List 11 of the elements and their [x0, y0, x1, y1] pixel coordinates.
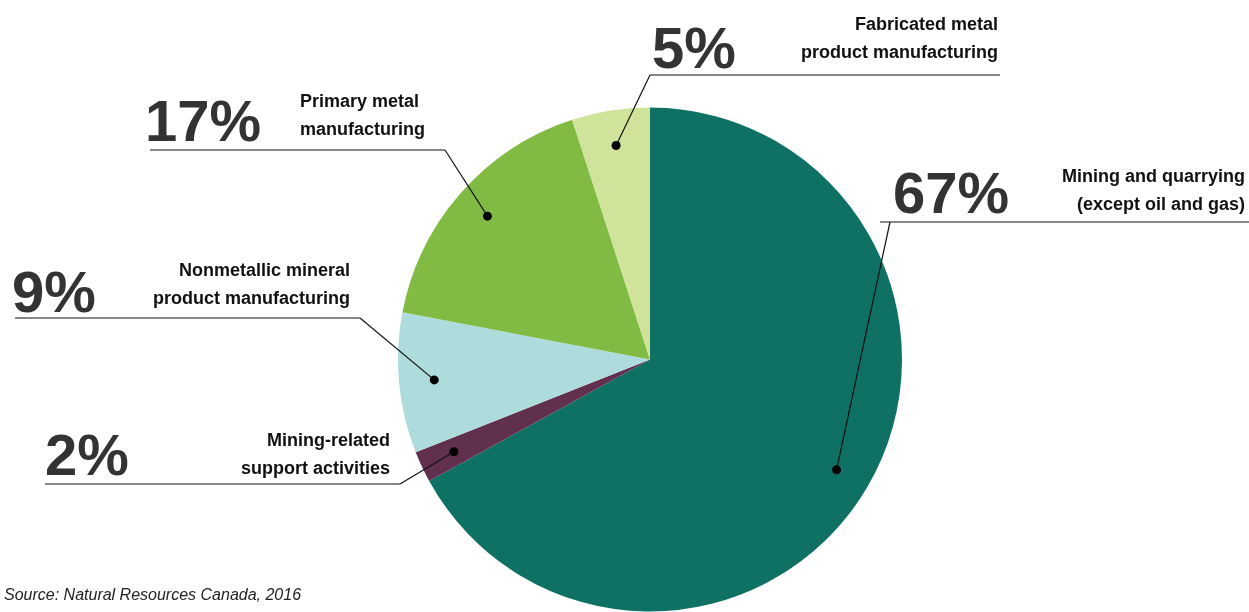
slice-label: Nonmetallic mineral product manufacturing [153, 260, 350, 308]
slice-label: Primary metal manufacturing [300, 91, 426, 139]
source-note: Source: Natural Resources Canada, 2016 [4, 586, 302, 604]
data-label: 17% [145, 88, 262, 153]
data-label: 9% [12, 259, 96, 324]
slice-label: Mining and quarrying (except oil and gas) [1062, 166, 1245, 214]
data-label: 67% [893, 160, 1010, 225]
slice-label: Mining-related support activities [240, 430, 390, 478]
slice-label: Fabricated metal product manufacturing [801, 14, 998, 62]
data-label: 5% [652, 15, 736, 80]
data-label: 2% [45, 422, 129, 487]
